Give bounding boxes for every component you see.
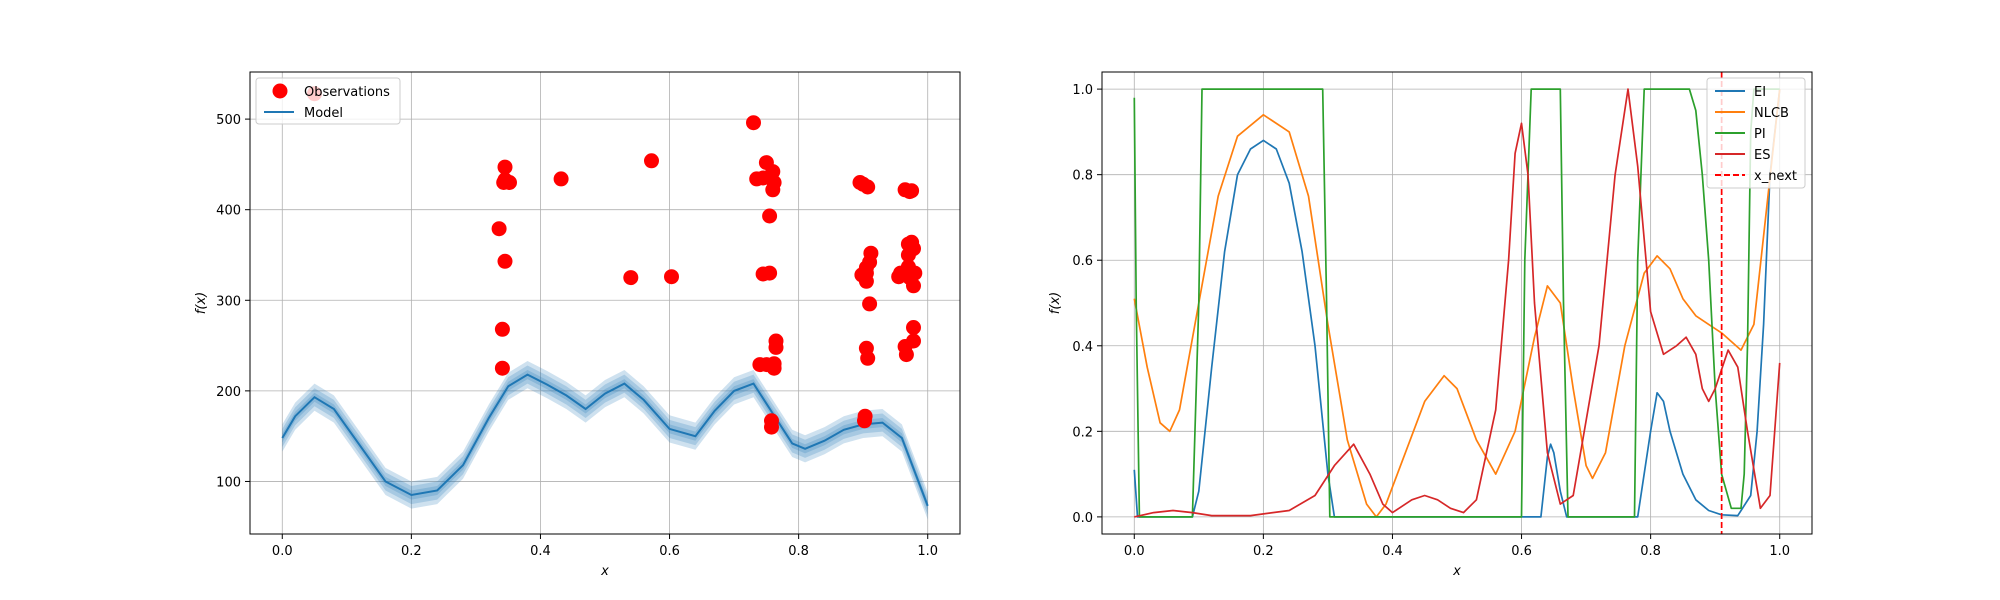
x-axis-ticks: 0.0 0.2 0.4 0.6 0.8 1.0 [1124,534,1790,559]
legend: Observations Model [255,77,401,125]
x-tick-label: 0.4 [530,544,551,559]
x-tick-label: 0.6 [659,544,680,559]
legend-box [1706,77,1806,189]
observation-point [863,245,879,261]
observation-point [764,413,779,429]
x-tick-label: 0.8 [788,544,809,559]
x-tick-label: 0.2 [1253,544,1274,559]
observation-point [497,253,513,269]
observation-point [906,320,921,335]
observation-point [762,208,778,224]
model-panel: 0.0 0.2 0.4 0.6 0.8 1.0 100 200 300 400 500 x f(x… [194,71,961,579]
legend-label-pi: PI [1754,127,1766,142]
observation-point [623,270,639,286]
series-line-pi [1133,88,1780,518]
observation-point [766,175,782,190]
x-tick-label: 0.4 [1382,544,1403,559]
observation-point [644,153,659,169]
x-tick-label: 0.0 [272,544,293,559]
model-mean-line [281,373,929,507]
observation-point [765,164,781,180]
legend-marker-observations [272,83,288,99]
y-tick-label: 300 [216,294,241,309]
x-tick-label: 0.0 [1124,544,1145,559]
y-tick-label: 0.6 [1072,254,1093,269]
x-tick-label: 0.8 [1640,544,1661,559]
observation-point [906,333,921,349]
observation-point [746,115,761,131]
observation-point [491,221,507,237]
y-tick-label: 1.0 [1072,83,1093,98]
y-tick-label: 0.4 [1072,340,1093,355]
model-confidence-band [282,361,928,520]
legend-label-observations: Observations [304,85,390,100]
axes-frame [249,71,961,535]
legend-label-x-next: x_next [1754,169,1797,184]
acquisition-panel: 0.0 0.2 0.4 0.6 0.8 1.0 0.00.20.40.60.81.0 x … [1048,71,1813,579]
y-axis-label: f(x) [1048,292,1063,314]
observation-point [860,179,876,195]
y-axis-ticks: 0.0 0.2 0.4 0.6 0.8 1.0 [1072,83,1102,526]
grid-lines [250,72,960,534]
y-tick-label: 400 [216,204,241,219]
observation-point [857,408,873,424]
y-tick-label: 0.2 [1072,425,1093,440]
observation-point [762,265,778,281]
observation-point [904,183,920,199]
x-tick-label: 1.0 [917,544,938,559]
y-tick-label: 500 [216,113,241,128]
observation-point [768,333,784,349]
observation-point [766,356,782,372]
observation-point [494,360,510,376]
x-tick-label: 0.6 [1511,544,1532,559]
series-line-ei [1133,89,1781,518]
observation-point [906,241,921,257]
plot-area [281,86,929,520]
y-tick-label: 0.8 [1072,169,1093,184]
y-tick-label: 100 [216,475,241,490]
observation-point [898,347,914,363]
x-axis-ticks: 0.0 0.2 0.4 0.6 0.8 1.0 [272,534,938,559]
observation-point [664,269,679,285]
x-axis-label: x [1452,564,1461,579]
observation-point [907,265,923,281]
legend-label-ei: EI [1754,85,1766,100]
y-axis-ticks: 100 200 300 400 500 [216,113,250,490]
series-line-es [1134,88,1781,518]
plot-area [1133,72,1781,534]
legend: EI NLCB PI ES x_next [1706,77,1806,189]
observation-point [553,171,569,187]
axes-frame [1101,71,1813,535]
y-tick-label: 0.0 [1072,511,1093,526]
x-axis-label: x [600,564,609,579]
x-tick-label: 1.0 [1769,544,1790,559]
observation-point [860,350,876,366]
observation-point [497,159,513,175]
observation-point [906,278,921,294]
legend-label-model: Model [304,106,343,121]
legend-label-es: ES [1754,148,1770,163]
y-tick-label: 200 [216,385,241,400]
y-axis-label: f(x) [194,292,209,314]
legend-label-nlcb: NLCB [1754,106,1789,121]
x-tick-label: 0.2 [401,544,422,559]
observation-point [862,296,878,312]
observation-point [502,175,517,190]
observation-point [494,321,510,337]
